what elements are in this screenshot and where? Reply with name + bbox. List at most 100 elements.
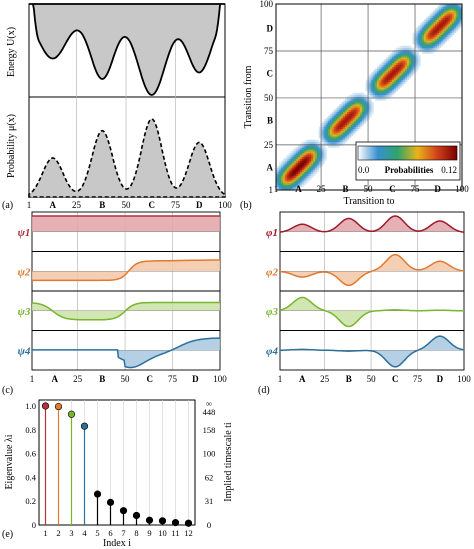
heatmap-cell <box>276 188 278 190</box>
heatmap-cell <box>326 124 329 128</box>
heatmap-cell <box>341 135 344 139</box>
heatmap-cell <box>309 167 312 171</box>
panel-e-ylabel: Eigenvalue λi <box>4 434 15 489</box>
heatmap-cell <box>309 149 312 152</box>
heatmap-cell <box>354 126 357 129</box>
heatmap-cell <box>410 53 414 56</box>
heatmap-cell <box>363 117 367 120</box>
heatmap-cell <box>448 27 451 30</box>
heatmap-cell <box>438 11 442 15</box>
heatmap-cell <box>450 19 453 22</box>
heatmap-cell <box>440 17 444 20</box>
heatmap-cell <box>386 73 389 77</box>
heatmap-cell <box>403 68 406 71</box>
heatmap-cell <box>290 173 293 176</box>
x-tick-label: 75 <box>168 374 178 384</box>
heatmap-cell <box>333 111 337 114</box>
heatmap-cell <box>382 64 385 67</box>
heatmap-cell <box>290 164 293 167</box>
heatmap-cell <box>403 47 406 50</box>
heatmap-cell <box>305 158 308 161</box>
heatmap-cell <box>286 181 290 184</box>
heatmap-cell <box>307 149 310 152</box>
heatmap-cell <box>346 119 350 122</box>
heatmap-cell <box>423 30 427 34</box>
heatmap-cell <box>339 120 342 124</box>
heatmap-cell <box>284 179 288 182</box>
heatmap-cell <box>328 122 331 126</box>
heatmap-cell <box>386 92 389 96</box>
heatmap-cell <box>395 77 399 81</box>
heatmap-cell <box>440 13 444 17</box>
heatmap-cell <box>343 115 346 118</box>
heatmap-cell <box>412 53 415 56</box>
heatmap-cell <box>316 158 320 161</box>
heatmap-cell <box>294 188 297 190</box>
heatmap-cell <box>303 149 306 152</box>
heatmap-cell <box>393 70 397 73</box>
heatmap-cell <box>390 77 393 81</box>
heatmap-cell <box>442 13 446 17</box>
heatmap-cell <box>331 124 335 128</box>
heatmap-cell <box>403 60 406 64</box>
heatmap-cell <box>423 28 427 32</box>
x-tick-label: 100 <box>455 184 469 194</box>
heatmap-cell <box>412 72 415 75</box>
heatmap-cell <box>322 156 325 159</box>
heatmap-cell <box>403 81 406 84</box>
heatmap-cell <box>296 166 299 169</box>
heatmap-cell <box>339 113 342 116</box>
heatmap-cell <box>386 94 389 97</box>
heatmap-cell <box>294 152 297 156</box>
panel-e-gridlines <box>45 400 189 525</box>
heatmap-cell <box>358 117 361 120</box>
heatmap-cell <box>408 62 412 66</box>
heatmap-cell <box>296 182 299 186</box>
heatmap-cell <box>380 75 384 79</box>
heatmap-cell <box>290 169 293 173</box>
heatmap-cell <box>277 179 280 182</box>
heatmap-cell <box>286 158 290 161</box>
heatmap-cell <box>397 87 400 90</box>
heatmap-cell <box>326 139 329 143</box>
heatmap-cell <box>376 73 380 77</box>
heatmap-cell <box>281 164 284 167</box>
heatmap-cell <box>314 149 318 152</box>
stem-marker <box>158 517 167 525</box>
heatmap-cell <box>339 130 342 133</box>
heatmap-cell <box>412 62 415 66</box>
heatmap-cell <box>303 147 306 150</box>
heatmap-cell <box>422 23 425 26</box>
heatmap-cell <box>440 19 444 22</box>
heatmap-cell <box>418 58 421 62</box>
y-tick-label-right: 31 <box>205 496 214 506</box>
heatmap-cell <box>354 128 357 131</box>
heatmap-cell <box>290 175 293 178</box>
heatmap-cell <box>326 128 329 131</box>
heatmap-cell <box>444 34 447 37</box>
heatmap-cell <box>450 17 453 20</box>
heatmap-cell <box>309 169 312 173</box>
heatmap-cell <box>335 120 338 124</box>
heatmap-cell <box>380 87 384 90</box>
heatmap-cell <box>412 57 415 60</box>
heatmap-cell <box>307 141 310 144</box>
heatmap-cell <box>301 184 305 188</box>
heatmap-cell <box>376 89 380 92</box>
heatmap-cell <box>380 64 384 67</box>
heatmap-cell <box>418 45 421 49</box>
heatmap-cell <box>376 81 380 84</box>
heatmap-cell <box>335 107 338 111</box>
heatmap-cell <box>316 147 320 150</box>
heatmap-cell <box>309 147 312 150</box>
stem-marker <box>93 490 102 498</box>
heatmap-cell <box>343 120 346 124</box>
heatmap-cell <box>446 6 449 9</box>
heatmap-cell <box>345 100 348 103</box>
heatmap-cell <box>416 43 419 47</box>
heatmap-cell <box>437 27 440 30</box>
heatmap-cell <box>423 25 427 28</box>
heatmap-cell <box>341 139 344 143</box>
heatmap-cell <box>410 68 414 71</box>
heatmap-cell <box>395 89 399 92</box>
